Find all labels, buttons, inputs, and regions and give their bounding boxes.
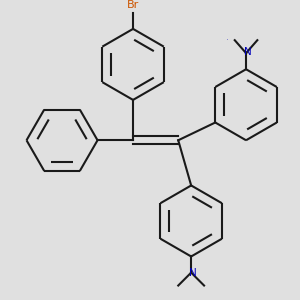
Text: N: N — [189, 268, 196, 278]
Text: N: N — [244, 47, 251, 57]
Text: Br: Br — [127, 0, 139, 10]
Text: N: N — [227, 39, 228, 40]
